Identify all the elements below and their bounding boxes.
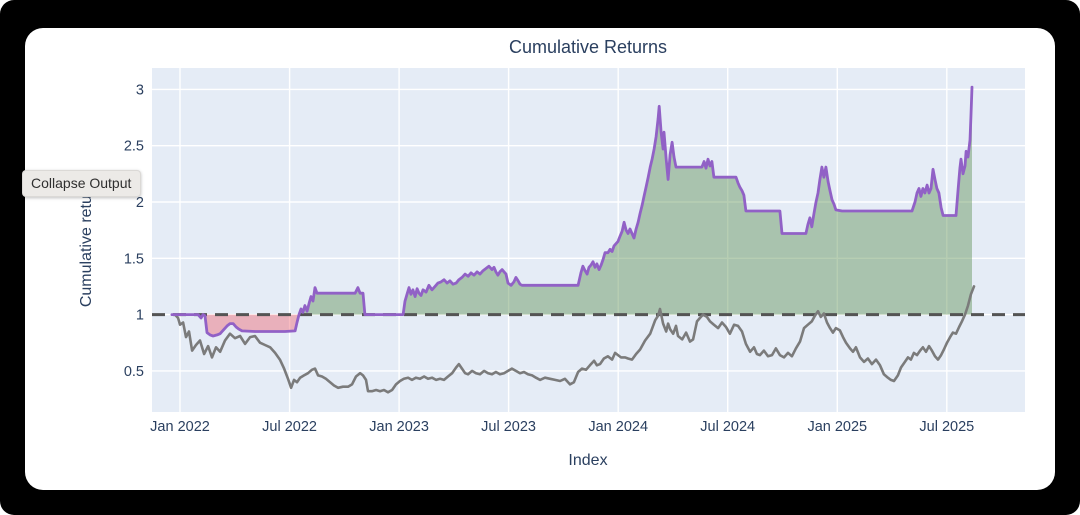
- plot-area: [152, 68, 1025, 412]
- series-line-series_2: [173, 285, 976, 394]
- collapse-output-tooltip[interactable]: Collapse Output: [22, 170, 142, 197]
- x-tick-label: Jan 2022: [150, 419, 210, 435]
- x-axis-title: Index: [568, 452, 608, 469]
- y-tick-label: 1: [136, 308, 144, 324]
- fill-below-baseline: [171, 314, 972, 336]
- x-tick-label: Jan 2025: [807, 419, 867, 435]
- x-tick-label: Jul 2025: [919, 419, 974, 435]
- x-tick-label: Jan 2023: [369, 419, 429, 435]
- x-tick-label: Jul 2024: [700, 419, 755, 435]
- x-tick-label: Jul 2023: [481, 419, 536, 435]
- chart-canvas: Jan 2022 Jul 2022 Jan 2023 Jul 2023 Jan 2024…: [124, 68, 1025, 435]
- y-tick-label: 1.5: [124, 251, 144, 267]
- series-line-series_1: [170, 85, 974, 338]
- fill-above-baseline: [171, 87, 972, 315]
- x-tick-label: Jan 2024: [588, 419, 648, 435]
- notebook-output-card: Jan 2022 Jul 2022 Jan 2023 Jul 2023 Jan 2024…: [25, 28, 1055, 490]
- chart-title: Cumulative Returns: [508, 37, 668, 57]
- y-tick-label: 0.5: [124, 364, 144, 380]
- x-tick-label: Jul 2022: [262, 419, 317, 435]
- y-tick-label: 3: [136, 82, 144, 98]
- y-tick-label: 2.5: [124, 139, 144, 155]
- collapse-output-tooltip-label: Collapse Output: [31, 175, 132, 191]
- y-tick-label: 2: [136, 195, 144, 211]
